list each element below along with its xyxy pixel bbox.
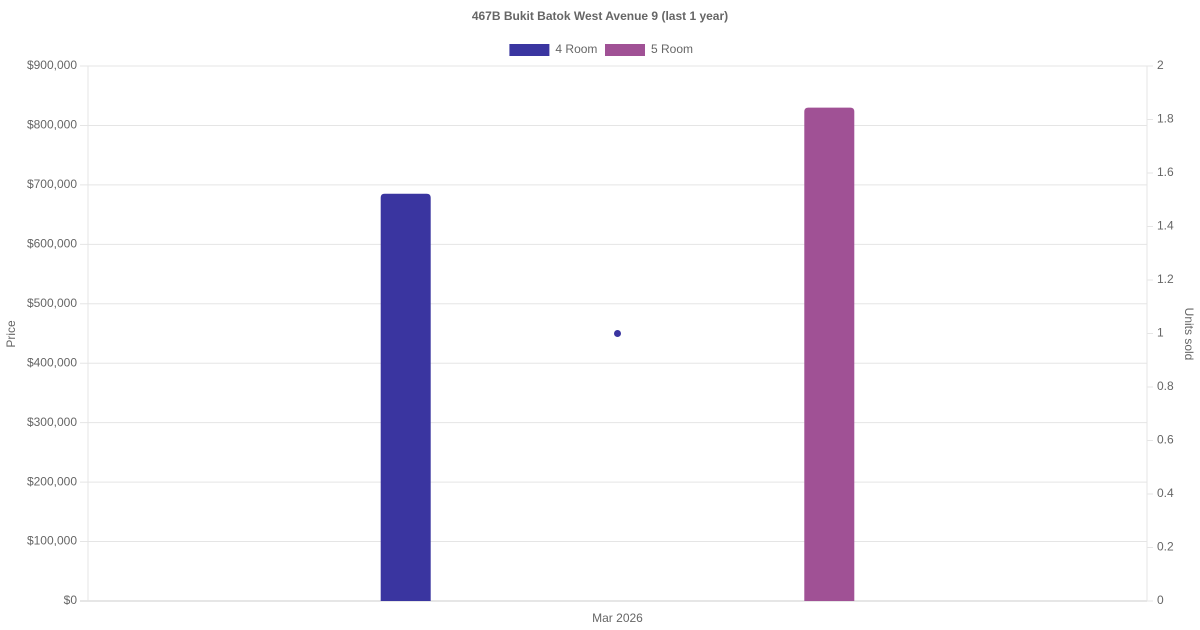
y2-tick-label: 0.2 [1157,540,1174,554]
y2-tick-label: 1.8 [1157,112,1174,126]
x-tick-label: Mar 2026 [592,611,643,625]
y-tick-label: $600,000 [27,237,77,251]
y2-tick-label: 1.4 [1157,219,1174,233]
y2-tick-label: 1.6 [1157,165,1174,179]
y-tick-label: $400,000 [27,355,77,369]
y-tick-label: $0 [64,593,78,607]
y-axis-title: Price [4,320,18,348]
y2-tick-label: 0.6 [1157,433,1174,447]
legend-swatch [509,44,550,56]
y-tick-label: $200,000 [27,474,77,488]
y-tick-label: $900,000 [27,58,77,72]
y2-tick-label: 0 [1157,593,1164,607]
y2-tick-label: 1 [1157,326,1164,340]
y2-tick-label: 1.2 [1157,272,1174,286]
y-tick-label: $500,000 [27,296,77,310]
chart-title: 467B Bukit Batok West Avenue 9 (last 1 y… [472,9,728,23]
legend-label: 4 Room [555,42,597,56]
bar [380,193,431,602]
y2-tick-label: 2 [1157,58,1164,72]
y-tick-label: $100,000 [27,534,77,548]
y-tick-label: $700,000 [27,177,77,191]
bar [804,107,855,601]
y-tick-label: $800,000 [27,118,77,132]
y2-tick-label: 0.8 [1157,379,1174,393]
legend-swatch [605,44,645,56]
legend-label: 5 Room [651,42,693,56]
point [614,330,621,337]
y2-tick-label: 0.4 [1157,486,1174,500]
y2-axis-title: Units sold [1182,308,1196,361]
y-tick-label: $300,000 [27,415,77,429]
